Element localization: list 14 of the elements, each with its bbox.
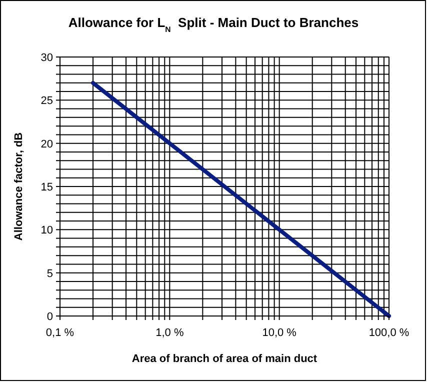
y-tick-label: 10 [40, 224, 53, 237]
y-tick-label: 30 [40, 52, 53, 64]
x-tick-label: 10,0 % [262, 327, 297, 339]
y-tick-label: 20 [40, 138, 53, 150]
y-tick-label: 5 [46, 268, 53, 280]
x-tick-label: 100,0 % [368, 327, 410, 339]
y-tick-label: 0 [46, 311, 53, 323]
y-tick-label: 25 [40, 95, 53, 108]
x-axis-title: Area of branch of area of main duct [132, 353, 318, 365]
x-tick-label: 0,1 % [46, 327, 74, 339]
y-tick-label: 15 [40, 182, 53, 194]
x-tick-label: 1,0 % [156, 327, 184, 339]
y-axis-title: Allowance factor, dB [13, 132, 25, 241]
chart-title: Allowance for L$_{N}$ Split - Main Duct to Branches [68, 15, 359, 34]
